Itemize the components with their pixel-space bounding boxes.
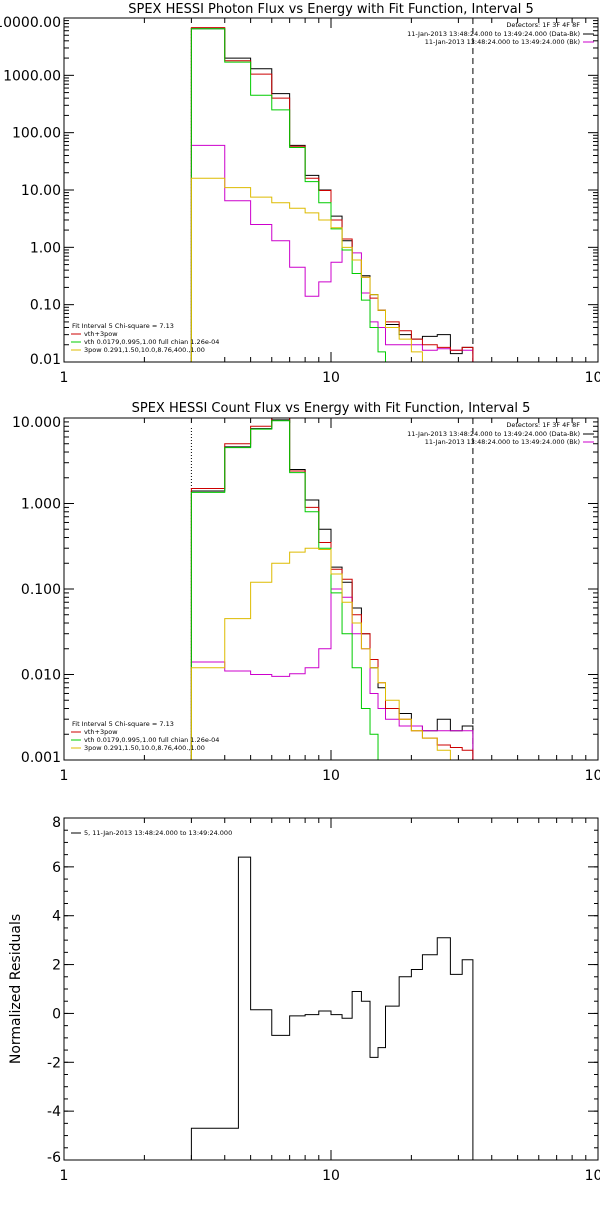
y-tick-label: 4 <box>52 909 61 925</box>
legend-right-label: 11-Jan-2013 13:48:24.000 to 13:49:24.000… <box>407 30 580 38</box>
x-tick-label: 100 <box>585 370 600 386</box>
chart-title: SPEX HESSI Count Flux vs Energy with Fit… <box>132 401 531 416</box>
plot-area <box>190 418 474 760</box>
legend-left-label: 3pow 0.291,1.50,10.0,8.76,400.,1.00 <box>84 346 205 354</box>
plot-frame <box>63 417 599 761</box>
legend-detectors: Detectors: 1F 3F 4F 8F <box>506 21 580 29</box>
y-tick-label: 10000.00 <box>0 15 61 31</box>
y-tick-label: 0.001 <box>21 750 61 766</box>
series-vth-3pow <box>190 27 474 362</box>
chart-1: SPEX HESSI Photon Flux vs Energy with Fi… <box>0 2 600 386</box>
series-bk <box>190 588 474 760</box>
x-tick-label: 10 <box>322 768 340 784</box>
y-tick-label: 1.000 <box>21 497 61 513</box>
legend-fit-header: Fit Interval 5 Chi-square = 7.13 <box>72 322 174 330</box>
y-tick-label: 2 <box>52 958 61 974</box>
y-tick-label: -4 <box>47 1104 61 1120</box>
y-tick-label: 6 <box>52 860 61 876</box>
x-tick-label: 1 <box>60 1168 69 1184</box>
y-axis-label: Normalized Residuals <box>8 914 24 1064</box>
x-tick-label: 10 <box>322 1168 340 1184</box>
legend-right-label: 11-Jan-2013 13:48:24.000 to 13:49:24.000… <box>425 438 580 446</box>
legend-right-label: 11-Jan-2013 13:48:24.000 to 13:49:24.000… <box>407 430 580 438</box>
series-3pow <box>190 177 473 362</box>
legend-left-label: 3pow 0.291,1.50,10.0,8.76,400.,1.00 <box>84 744 205 752</box>
legend-right-label: 11-Jan-2013 13:48:24.000 to 13:49:24.000… <box>425 38 580 46</box>
x-tick-label: 1 <box>60 768 69 784</box>
chart-2: SPEX HESSI Count Flux vs Energy with Fit… <box>12 401 600 784</box>
series-data-bk <box>190 419 474 760</box>
x-tick-label: 10 <box>322 370 340 386</box>
y-tick-label: 0.010 <box>21 668 61 684</box>
y-tick-label: -2 <box>47 1055 61 1071</box>
x-tick-label: 100 <box>585 768 600 784</box>
y-tick-label: 0.01 <box>30 352 61 368</box>
chart-title: SPEX HESSI Photon Flux vs Energy with Fi… <box>128 2 534 17</box>
legend-left-label: vth 0.0179,0.995,1.00 full chian 1.26e-0… <box>84 736 219 744</box>
y-tick-label: 1.00 <box>30 240 61 256</box>
chart-3: 1 10 100 -6 -4 -2 0 2 4 6 8 Normalized Residuals 5, … <box>8 815 600 1184</box>
series-5 <box>190 856 474 1160</box>
legend-left-label: 5, 11-Jan-2013 13:48:24.000 to 13:49:24.… <box>84 829 232 837</box>
x-tick-label: 1 <box>60 370 69 386</box>
legend-left-label: vth+3pow <box>84 330 118 338</box>
x-tick-label: 100 <box>585 1168 600 1184</box>
y-tick-label: 1000.00 <box>3 68 61 84</box>
plot-frame <box>63 17 599 363</box>
legend-detectors: Detectors: 1F 3F 4F 8F <box>506 421 580 429</box>
series-vth <box>190 420 473 760</box>
y-tick-label: 10.00 <box>21 183 61 199</box>
series-bk <box>190 144 474 362</box>
y-tick-label: 100.00 <box>12 126 61 142</box>
legend-fit-header: Fit Interval 5 Chi-square = 7.13 <box>72 720 174 728</box>
legend-left-label: vth+3pow <box>84 728 118 736</box>
y-tick-label: 0.100 <box>21 582 61 598</box>
series-vth <box>190 28 473 362</box>
plot-frame <box>63 817 599 1161</box>
y-tick-label: 10.000 <box>12 415 61 431</box>
plot-area <box>190 27 474 362</box>
y-tick-label: 0.10 <box>30 298 61 314</box>
y-tick-label: 8 <box>52 815 61 831</box>
legend-left-label: vth 0.0179,0.995,1.00 full chian 1.26e-0… <box>84 338 219 346</box>
y-tick-label: 0 <box>52 1006 61 1022</box>
series-data-bk <box>190 28 474 362</box>
y-tick-label: -6 <box>47 1150 61 1166</box>
series-3pow <box>190 547 473 760</box>
plot-area <box>190 856 474 1160</box>
